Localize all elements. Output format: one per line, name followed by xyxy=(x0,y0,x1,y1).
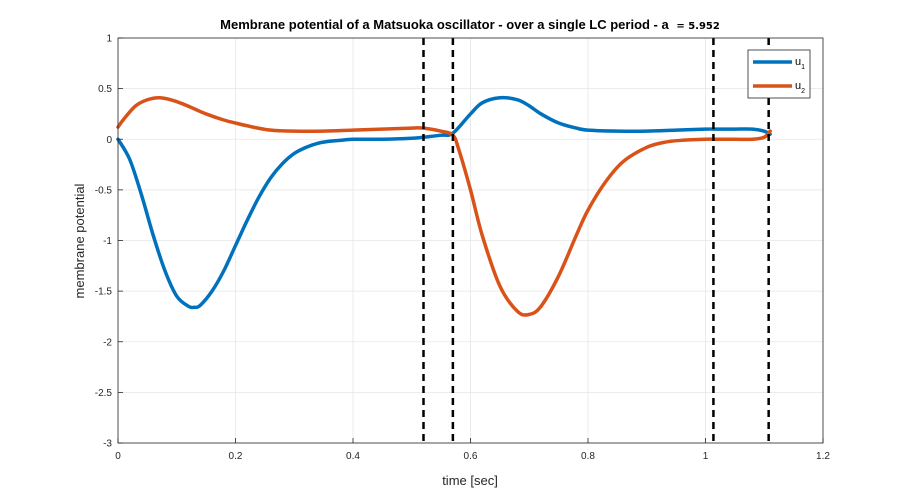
legend-label-u2-sub: 2 xyxy=(801,88,805,95)
legend-label-u1-name: u xyxy=(795,56,801,68)
legend: u1 u2 xyxy=(747,49,811,99)
y-tick-label: -2 xyxy=(103,337,112,348)
y-axis-label: membrane potential xyxy=(72,183,87,298)
y-tick-label: 0.5 xyxy=(98,84,112,95)
y-tick-label: -1 xyxy=(103,236,112,247)
x-tick-label: 0 xyxy=(115,451,121,462)
y-tick-label: -3 xyxy=(103,439,112,450)
x-tick-label: 0.2 xyxy=(229,451,243,462)
x-tick-label: 0.4 xyxy=(346,451,360,462)
axis-ticks: 0 0.2 0.4 0.6 0.8 1 1.2 1 0.5 0 -0.5 -1 -1.5 -2 -2.5 -3 xyxy=(95,34,831,463)
legend-label-u2: u2 xyxy=(795,80,805,95)
y-tick-label: -2.5 xyxy=(95,388,113,399)
x-tick-label: 1.2 xyxy=(816,451,830,462)
legend-label-u2-name: u xyxy=(795,80,801,92)
x-tick-label: 1 xyxy=(703,451,709,462)
legend-box xyxy=(747,49,811,99)
x-tick-label: 0.6 xyxy=(464,451,478,462)
y-tick-label: 1 xyxy=(106,34,112,45)
legend-label-u1-sub: 1 xyxy=(801,64,805,71)
series-line-u1 xyxy=(116,95,772,310)
legend-label-u1: u1 xyxy=(795,56,805,71)
x-axis-label: time [sec] xyxy=(442,473,498,488)
chart-title: Membrane potential of a Matsuoka oscilla… xyxy=(220,17,720,32)
y-tick-label: -0.5 xyxy=(95,185,113,196)
vertical-lines xyxy=(422,38,770,443)
chart-title-main: Membrane potential of a Matsuoka oscilla… xyxy=(220,17,669,32)
plot-content xyxy=(116,95,772,317)
x-tick-label: 0.8 xyxy=(581,451,595,462)
chart-title-equation: = 5.952 xyxy=(676,21,720,32)
y-tick-label: -1.5 xyxy=(95,287,113,298)
series-line-u2 xyxy=(116,95,772,317)
y-tick-label: 0 xyxy=(106,135,112,146)
